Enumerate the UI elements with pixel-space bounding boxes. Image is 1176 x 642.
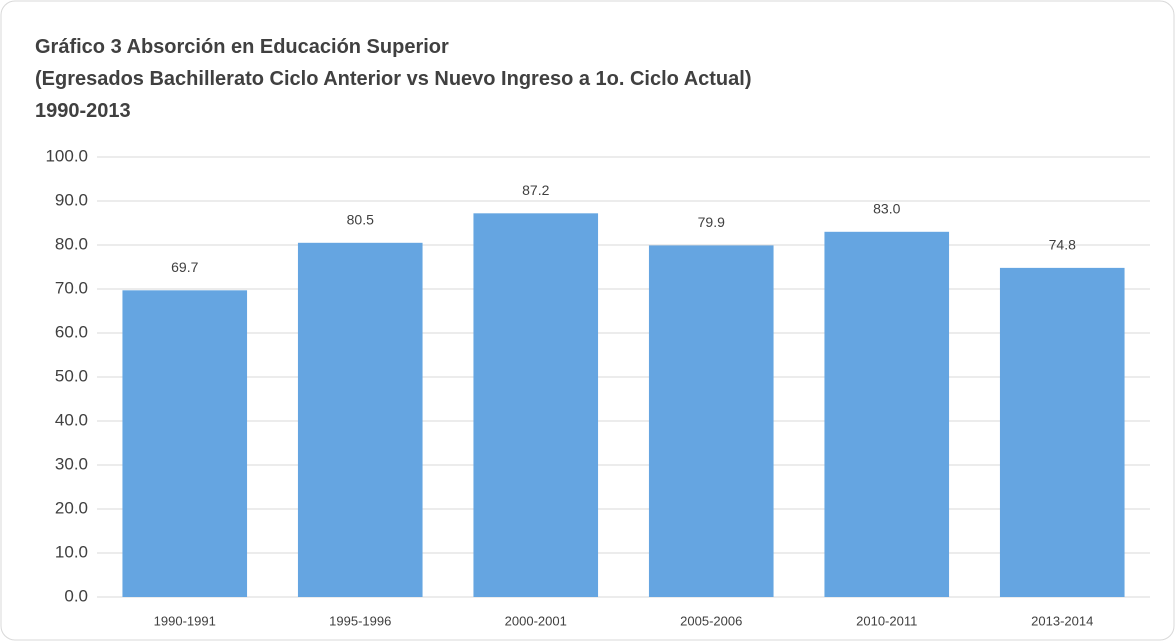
bar <box>648 245 774 597</box>
bar <box>824 231 950 598</box>
data-label: 69.7 <box>171 259 198 275</box>
x-tick-label: 2010-2011 <box>856 613 917 628</box>
data-label: 87.2 <box>522 182 549 198</box>
x-tick-label: 2005-2006 <box>680 613 742 628</box>
data-label: 83.0 <box>873 201 900 217</box>
x-tick-label: 2013-2014 <box>1031 613 1093 628</box>
bar <box>999 267 1125 597</box>
y-tick-label: 10.0 <box>55 542 88 561</box>
y-tick-label: 50.0 <box>55 366 88 385</box>
y-tick-label: 60.0 <box>55 322 88 341</box>
y-tick-label: 70.0 <box>55 278 88 297</box>
data-label: 74.8 <box>1049 237 1076 253</box>
data-label: 79.9 <box>698 214 725 230</box>
chart-title: (Egresados Bachillerato Ciclo Anterior v… <box>35 68 751 90</box>
y-tick-label: 20.0 <box>55 498 88 517</box>
y-tick-label: 100.0 <box>45 146 88 165</box>
chart-title: 1990-2013 <box>35 100 131 122</box>
y-tick-label: 30.0 <box>55 454 88 473</box>
bar <box>297 242 423 598</box>
y-tick-label: 0.0 <box>64 586 88 605</box>
y-tick-label: 80.0 <box>55 234 88 253</box>
data-label: 80.5 <box>347 212 374 228</box>
y-tick-label: 40.0 <box>55 410 88 429</box>
x-tick-label: 2000-2001 <box>505 613 567 628</box>
x-tick-label: 1995-1996 <box>329 613 391 628</box>
x-tick-label: 1990-1991 <box>154 613 216 628</box>
chart-title: Gráfico 3 Absorción en Educación Superio… <box>35 36 449 58</box>
bar <box>122 290 248 597</box>
y-tick-label: 90.0 <box>55 190 88 209</box>
bar <box>473 213 599 597</box>
